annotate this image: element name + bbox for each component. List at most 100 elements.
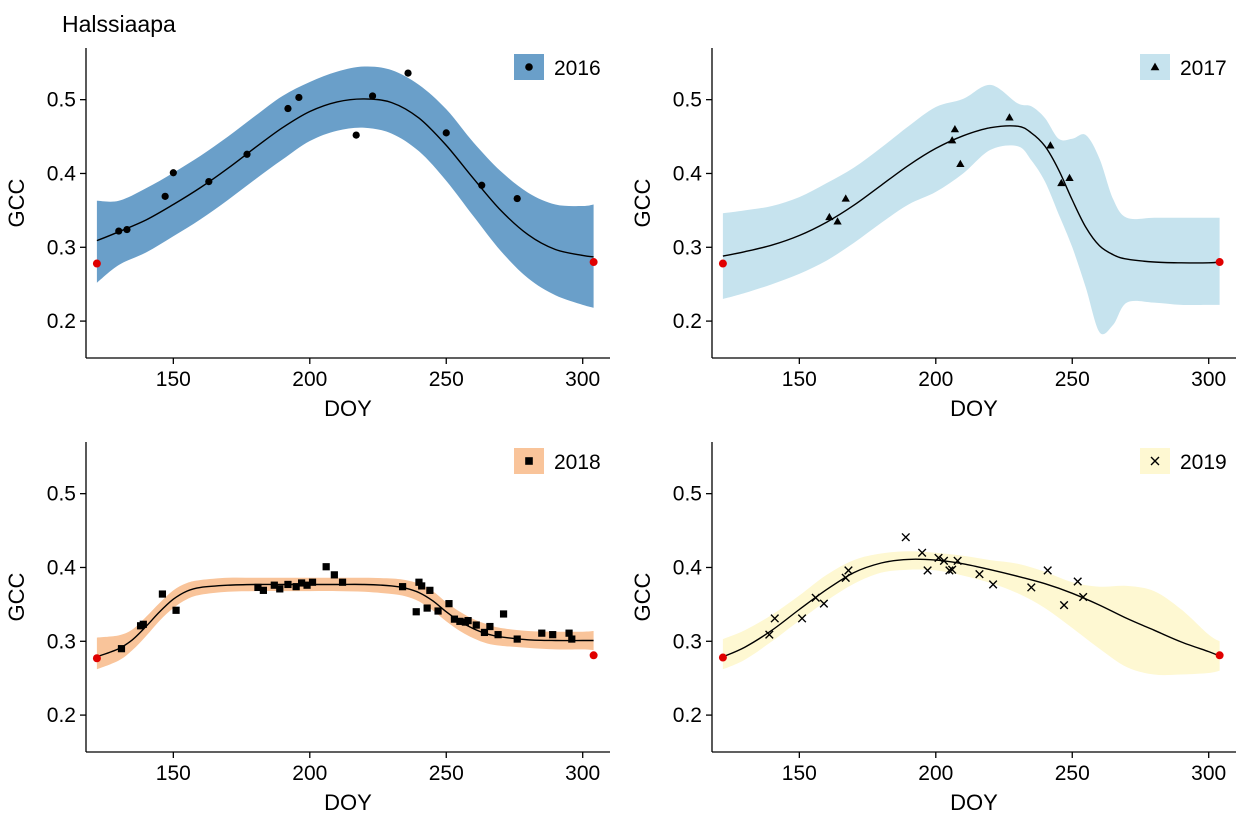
data-point: [494, 631, 502, 639]
data-point: [398, 583, 407, 591]
data-point: [975, 569, 984, 579]
legend-label: 2016: [554, 57, 601, 80]
data-point: [303, 581, 311, 589]
x-tick-label: 300: [1191, 762, 1226, 785]
y-axis-title: GCC: [630, 572, 655, 621]
x-tick-label: 250: [1055, 762, 1090, 785]
y-tick-label: 0.2: [47, 310, 76, 333]
x-tick-label: 200: [292, 762, 327, 785]
chart-panel-2018: 150 200 250 300 0.2 0.3 0.4 0.5 DOY GCC 2018: [4, 442, 610, 815]
data-point: [1057, 178, 1066, 187]
y-tick-label: 0.4: [673, 556, 703, 579]
data-point: [1005, 113, 1014, 121]
anchor-point: [589, 258, 598, 267]
data-point: [426, 586, 434, 594]
data-point: [1059, 600, 1069, 610]
data-point: [298, 579, 306, 587]
data-point: [478, 181, 486, 189]
data-point: [259, 586, 267, 594]
x-tick-label: 200: [918, 762, 953, 785]
chart-panel-2019: 150 200 250 300 0.2 0.3 0.4 0.5 DOY GCC 2019: [630, 442, 1236, 815]
data-point: [434, 607, 442, 615]
data-point: [1073, 577, 1082, 586]
data-point: [276, 585, 284, 593]
legend-marker: [525, 63, 533, 71]
anchor-point: [718, 653, 727, 662]
x-tick-label: 250: [1055, 368, 1090, 391]
data-point: [464, 617, 472, 625]
legend-marker: [1150, 456, 1160, 466]
confidence-band: [722, 84, 1220, 335]
data-point: [169, 169, 177, 177]
data-point: [139, 620, 147, 628]
data-point: [950, 125, 960, 133]
data-point: [330, 571, 338, 579]
fitted-curve: [722, 125, 1220, 264]
y-tick-label: 0.3: [47, 630, 76, 653]
y-tick-label: 0.3: [47, 236, 76, 259]
data-point: [415, 578, 423, 586]
data-point: [939, 556, 949, 566]
data-point: [172, 606, 180, 614]
data-point: [338, 578, 347, 586]
figure-title: Halssiaapa: [62, 11, 176, 37]
y-tick-label: 0.4: [673, 162, 703, 185]
y-tick-label: 0.3: [673, 630, 702, 653]
x-axis-title: DOY: [950, 790, 998, 815]
x-tick-label: 300: [565, 762, 600, 785]
chart-panel-2016: 150 200 250 300 0.2 0.3 0.4 0.5 DOY GCC 2016: [4, 48, 610, 421]
y-tick-label: 0.5: [673, 89, 702, 112]
x-tick-label: 150: [782, 762, 817, 785]
anchor-point: [589, 651, 598, 660]
data-point: [770, 614, 780, 623]
data-point: [568, 635, 576, 643]
confidence-band: [96, 577, 594, 670]
data-point: [841, 194, 850, 202]
anchor-point: [92, 654, 101, 663]
data-point: [450, 615, 459, 623]
data-point: [322, 563, 330, 571]
data-point: [412, 608, 420, 616]
data-point: [945, 566, 954, 575]
data-point: [115, 227, 123, 235]
data-point: [456, 617, 464, 625]
fitted-curve: [722, 558, 1220, 658]
y-tick-label: 0.5: [47, 483, 76, 506]
data-point: [123, 225, 131, 234]
x-axis-title: DOY: [950, 396, 998, 421]
data-point: [825, 212, 834, 221]
confidence-band: [96, 66, 594, 308]
data-point: [1043, 566, 1052, 575]
confidence-band: [722, 551, 1220, 676]
data-point: [819, 599, 829, 608]
data-point: [538, 629, 546, 637]
data-point: [270, 581, 278, 589]
data-point: [948, 136, 957, 144]
chart-panel-2017: 150 200 250 300 0.2 0.3 0.4 0.5 DOY GCC 2017: [630, 48, 1236, 421]
data-point: [308, 578, 317, 586]
y-tick-label: 0.3: [673, 236, 702, 259]
data-point: [901, 532, 911, 542]
data-point: [549, 631, 557, 639]
x-tick-label: 150: [782, 368, 817, 391]
y-tick-label: 0.2: [673, 704, 702, 727]
legend-label: 2018: [554, 451, 601, 474]
data-point: [292, 583, 300, 591]
data-point: [513, 635, 521, 643]
data-point: [254, 583, 262, 592]
x-tick-label: 300: [565, 368, 600, 391]
x-tick-label: 250: [429, 762, 464, 785]
data-point: [117, 645, 126, 653]
y-tick-label: 0.2: [673, 310, 702, 333]
y-tick-label: 0.5: [673, 483, 702, 506]
data-point: [956, 159, 965, 167]
data-point: [486, 622, 494, 631]
data-point: [284, 104, 292, 113]
anchor-point: [92, 259, 101, 268]
data-point: [947, 565, 957, 574]
y-axis-title: GCC: [4, 572, 29, 621]
data-point: [917, 548, 927, 557]
x-tick-label: 200: [292, 368, 327, 391]
fitted-curve: [96, 98, 594, 258]
